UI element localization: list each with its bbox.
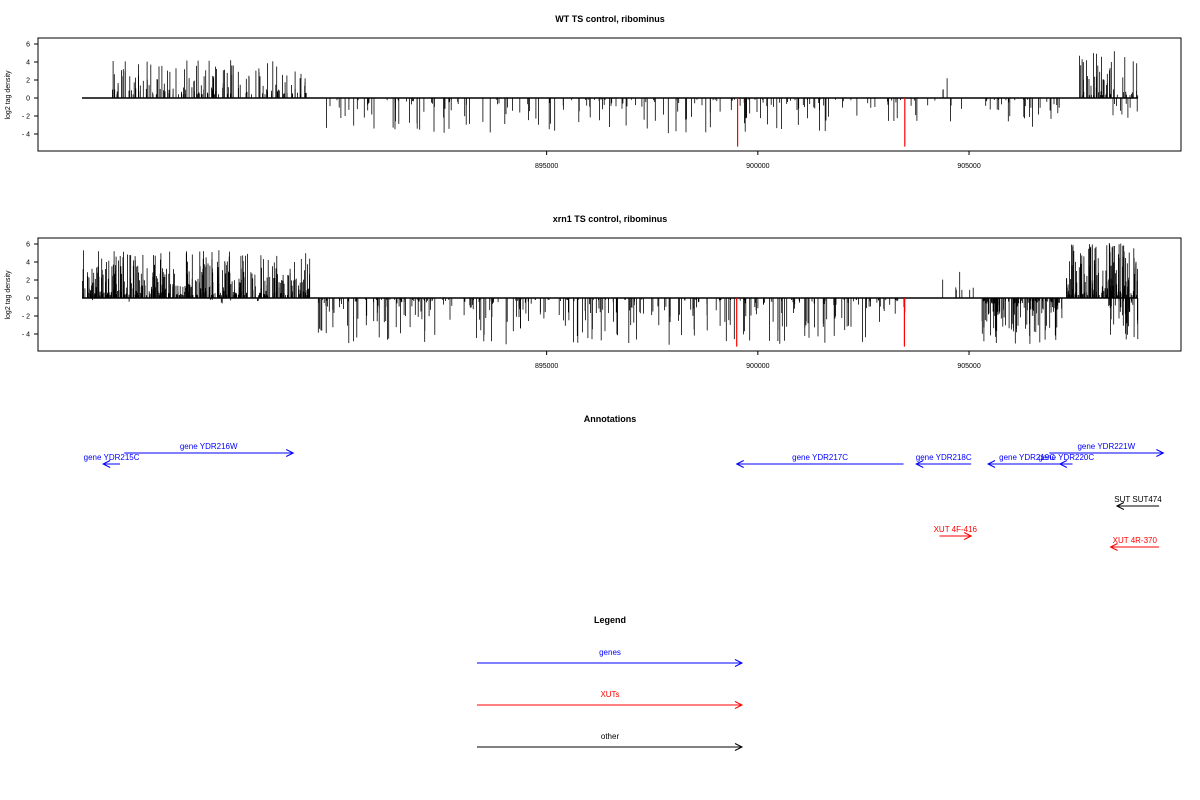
y-tick-label: - 2 xyxy=(22,314,30,321)
x-tick-label: 895000 xyxy=(535,163,558,170)
annotation-feature: XUT 4F-416 xyxy=(934,525,978,540)
annotation-feature: gene YDR221W xyxy=(1049,442,1165,457)
feature-label: gene YDR216W xyxy=(180,442,238,451)
feature-label: gene YDR217C xyxy=(792,453,848,462)
feature-label: gene YDR219C xyxy=(999,453,1055,462)
arrow-right-icon xyxy=(734,743,744,751)
arrow-left-icon xyxy=(1115,502,1125,510)
annotation-feature: XUT 4R-370 xyxy=(1109,536,1160,551)
y-tick-label: 2 xyxy=(26,78,30,85)
xrn1-x-axis: 895000 900000 905000 xyxy=(535,351,981,370)
arrow-right-icon xyxy=(1156,449,1165,457)
legend-item: genes xyxy=(477,648,744,667)
feature-label: XUT 4F-416 xyxy=(934,525,978,534)
xrn1-y-axis: 6 4 2 0 - 2 - 4 xyxy=(22,242,38,339)
legend-items: genes XUTs other xyxy=(477,648,744,751)
legend-label: XUTs xyxy=(600,690,619,699)
annotation-feature: gene YDR216W xyxy=(124,442,295,457)
annotation-feature: SUT SUT474 xyxy=(1114,495,1162,510)
arrow-right-icon xyxy=(285,449,295,457)
xrn1-track-panel: xrn1 TS control, ribominus log2 tag dens… xyxy=(5,214,1182,370)
x-tick-label: 895000 xyxy=(535,363,558,370)
annotation-feature: gene YDR220C xyxy=(1038,453,1094,468)
y-tick-label: - 2 xyxy=(22,114,30,121)
annotation-feature: gene YDR215C xyxy=(84,453,140,468)
arrow-left-icon xyxy=(986,460,996,468)
arrow-right-icon xyxy=(734,659,744,667)
wt-marks xyxy=(82,51,1139,147)
y-tick-label: - 4 xyxy=(22,332,30,339)
x-tick-label: 905000 xyxy=(957,363,980,370)
y-tick-label: 4 xyxy=(26,260,30,267)
x-tick-label: 905000 xyxy=(957,163,980,170)
arrow-left-icon xyxy=(735,460,744,468)
y-tick-label: 0 xyxy=(26,296,30,303)
y-tick-label: 4 xyxy=(26,60,30,67)
xrn1-plot-frame xyxy=(37,237,1182,352)
arrow-left-icon xyxy=(915,460,924,468)
xrn1-y-axis-label: log2 tag density xyxy=(5,270,12,320)
y-tick-label: 6 xyxy=(26,242,30,249)
x-tick-label: 900000 xyxy=(746,363,769,370)
annotation-feature: gene YDR217C xyxy=(735,453,904,468)
legend-item: XUTs xyxy=(477,690,744,709)
feature-label: gene YDR220C xyxy=(1038,453,1094,462)
x-tick-label: 900000 xyxy=(746,163,769,170)
y-tick-label: - 4 xyxy=(22,132,30,139)
wt-y-axis-label: log2 tag density xyxy=(5,70,12,120)
feature-label: XUT 4R-370 xyxy=(1113,536,1158,545)
wt-y-axis: 6 4 2 0 - 2 - 4 xyxy=(22,42,38,139)
feature-label: SUT SUT474 xyxy=(1114,495,1162,504)
annotation-feature: gene YDR218C xyxy=(915,453,972,468)
y-tick-label: 6 xyxy=(26,42,30,49)
feature-label: gene YDR215C xyxy=(84,453,140,462)
arrow-left-icon xyxy=(1058,460,1068,468)
legend-title: Legend xyxy=(594,615,626,625)
y-tick-label: 0 xyxy=(26,96,30,103)
feature-label: gene YDR221W xyxy=(1077,442,1135,451)
arrow-left-icon xyxy=(1109,543,1118,551)
wt-x-axis: 895000 900000 905000 xyxy=(535,151,981,170)
legend-label: other xyxy=(601,732,620,741)
legend-item: other xyxy=(477,732,744,751)
xrn1-panel-title: xrn1 TS control, ribominus xyxy=(553,214,668,224)
y-tick-label: 2 xyxy=(26,278,30,285)
legend-panel: Legend genes XUTs other xyxy=(477,615,744,751)
wt-track-panel: WT TS control, ribominus log2 tag densit… xyxy=(5,14,1182,170)
wt-panel-title: WT TS control, ribominus xyxy=(555,14,665,24)
annotations-title: Annotations xyxy=(584,414,637,424)
arrow-right-icon xyxy=(734,701,744,709)
legend-label: genes xyxy=(599,648,621,657)
arrow-right-icon xyxy=(963,532,973,540)
annotation-feature: gene YDR219C xyxy=(986,453,1067,468)
xrn1-marks xyxy=(82,243,1139,347)
annotation-tracks: gene YDR215C gene YDR216W gene YDR217C gene… xyxy=(84,442,1165,551)
feature-label: gene YDR218C xyxy=(916,453,972,462)
wt-plot-frame xyxy=(37,37,1182,152)
arrow-left-icon xyxy=(102,460,111,468)
